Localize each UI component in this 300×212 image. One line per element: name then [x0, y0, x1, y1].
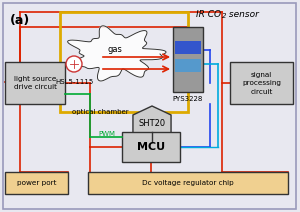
- FancyBboxPatch shape: [175, 41, 201, 54]
- Text: optical chamber: optical chamber: [72, 109, 128, 115]
- Text: power port: power port: [17, 180, 56, 186]
- Text: 2: 2: [222, 13, 226, 19]
- FancyBboxPatch shape: [175, 59, 201, 72]
- Text: (a): (a): [10, 14, 30, 27]
- Text: light source
drive circuit: light source drive circuit: [14, 76, 56, 90]
- FancyBboxPatch shape: [122, 132, 180, 162]
- FancyBboxPatch shape: [3, 3, 296, 209]
- Text: HSL5-1115: HSL5-1115: [55, 79, 93, 85]
- Polygon shape: [133, 106, 171, 142]
- Text: PYS3228: PYS3228: [173, 96, 203, 102]
- Text: MCU: MCU: [137, 142, 165, 152]
- Text: gas: gas: [108, 45, 122, 53]
- Polygon shape: [67, 26, 166, 81]
- Text: signal
processing
circuit: signal processing circuit: [242, 71, 281, 95]
- FancyBboxPatch shape: [5, 172, 68, 194]
- FancyBboxPatch shape: [5, 62, 65, 104]
- Text: sensor: sensor: [226, 10, 259, 19]
- Text: SHT20: SHT20: [138, 120, 166, 128]
- Text: IR CO: IR CO: [196, 10, 221, 19]
- FancyBboxPatch shape: [173, 27, 203, 92]
- FancyBboxPatch shape: [230, 62, 293, 104]
- Text: Dc voltage regulator chip: Dc voltage regulator chip: [142, 180, 234, 186]
- Circle shape: [66, 56, 82, 72]
- Text: PWM: PWM: [98, 131, 116, 137]
- FancyBboxPatch shape: [88, 172, 288, 194]
